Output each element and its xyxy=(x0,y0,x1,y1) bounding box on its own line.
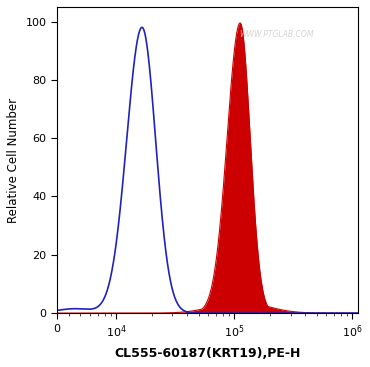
X-axis label: CL555-60187(KRT19),PE-H: CL555-60187(KRT19),PE-H xyxy=(114,347,301,360)
Y-axis label: Relative Cell Number: Relative Cell Number xyxy=(7,98,20,222)
Text: WWW.PTGLAB.COM: WWW.PTGLAB.COM xyxy=(240,30,314,39)
